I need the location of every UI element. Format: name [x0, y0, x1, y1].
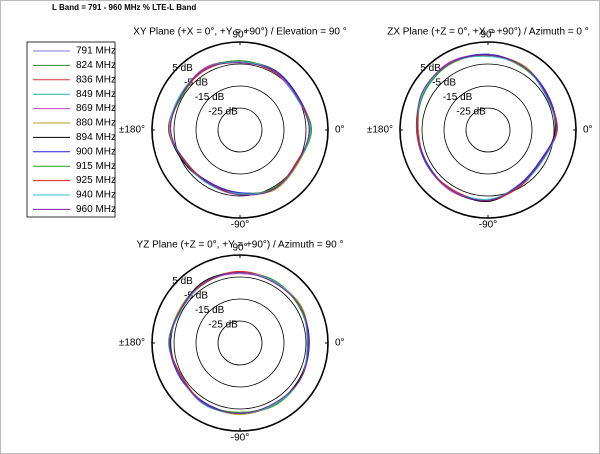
r-tick-label: 5 dB	[172, 63, 193, 74]
legend-label: 915 MHz	[76, 161, 116, 172]
legend-box	[26, 41, 116, 218]
r-tick-label: -15 dB	[195, 305, 225, 316]
theta-tick-label: 90°	[232, 30, 247, 41]
legend-label: 894 MHz	[76, 132, 116, 143]
r-tick-label: -15 dB	[195, 92, 225, 103]
theta-tick-label: 0°	[335, 338, 345, 349]
legend-label: 900 MHz	[76, 146, 116, 157]
theta-tick-label: -90°	[231, 220, 249, 231]
r-tick-label: -5 dB	[184, 291, 208, 302]
pattern-line	[416, 54, 557, 201]
grid-ring	[173, 63, 307, 197]
grid-ring	[217, 107, 263, 153]
legend-label: 925 MHz	[76, 175, 116, 186]
r-tick-label: -25 dB	[208, 107, 238, 118]
plot-title: YZ Plane (+Z = 0°, +Y = +90°) / Azimuth …	[137, 240, 344, 251]
legend-label: 960 MHz	[76, 204, 116, 215]
r-tick-label: -5 dB	[184, 78, 208, 89]
grid-ring	[421, 63, 555, 197]
grid-ring	[217, 320, 263, 366]
legend-label: 869 MHz	[76, 103, 116, 114]
theta-tick-label: ±180°	[367, 125, 393, 136]
r-tick-label: -25 dB	[208, 320, 238, 331]
theta-tick-label: 0°	[335, 125, 345, 136]
grid-ring	[195, 298, 285, 388]
r-tick-label: 5 dB	[420, 63, 441, 74]
grid-ring	[195, 85, 285, 175]
plot-title: ZX Plane (+Z = 0°, +X = +90°) / Azimuth …	[387, 27, 589, 38]
grid-ring	[173, 276, 307, 410]
theta-tick-label: 0°	[583, 125, 593, 136]
r-tick-label: -5 dB	[432, 78, 456, 89]
theta-tick-label: 90°	[480, 30, 495, 41]
legend-label: 880 MHz	[76, 118, 116, 129]
grid-ring	[443, 85, 533, 175]
plot-title: XY Plane (+X = 0°, +Y = +90°) / Elevatio…	[133, 27, 346, 38]
theta-tick-label: -90°	[479, 220, 497, 231]
page-title: L Band = 791 - 960 MHz % LTE-L Band	[52, 3, 196, 12]
legend-label: 836 MHz	[76, 74, 116, 85]
theta-tick-label: ±180°	[119, 125, 145, 136]
theta-tick-label: ±180°	[119, 338, 145, 349]
r-tick-label: 5 dB	[172, 276, 193, 287]
theta-tick-label: -90°	[231, 433, 249, 444]
r-tick-label: -15 dB	[443, 92, 473, 103]
r-tick-label: -25 dB	[456, 107, 486, 118]
legend-label: 849 MHz	[76, 89, 116, 100]
legend-label: 940 MHz	[76, 190, 116, 201]
theta-tick-label: 90°	[232, 243, 247, 254]
legend-label: 791 MHz	[76, 46, 116, 57]
pattern-line	[169, 272, 309, 414]
pattern-line	[170, 62, 310, 196]
legend-label: 824 MHz	[76, 60, 116, 71]
grid-ring	[465, 107, 511, 153]
